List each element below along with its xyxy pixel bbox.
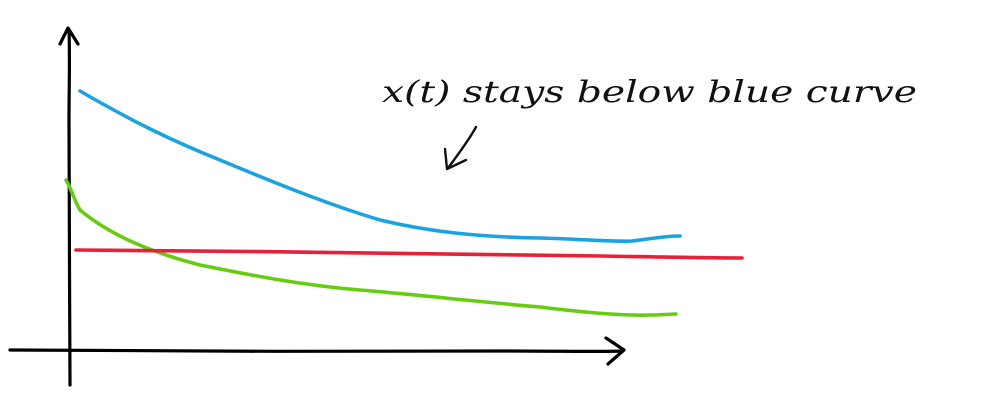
annotation-text: x(t) stays below blue curve xyxy=(382,75,917,110)
green-curve xyxy=(64,178,678,317)
x-axis xyxy=(8,348,624,354)
red-line xyxy=(74,248,744,260)
annotation-arrowhead xyxy=(443,147,468,171)
blue-curve xyxy=(78,89,682,243)
y-axis xyxy=(67,28,72,387)
annotation-arrow xyxy=(446,125,478,170)
y-axis-arrowhead xyxy=(58,26,80,46)
x-axis-arrowhead xyxy=(604,336,626,366)
